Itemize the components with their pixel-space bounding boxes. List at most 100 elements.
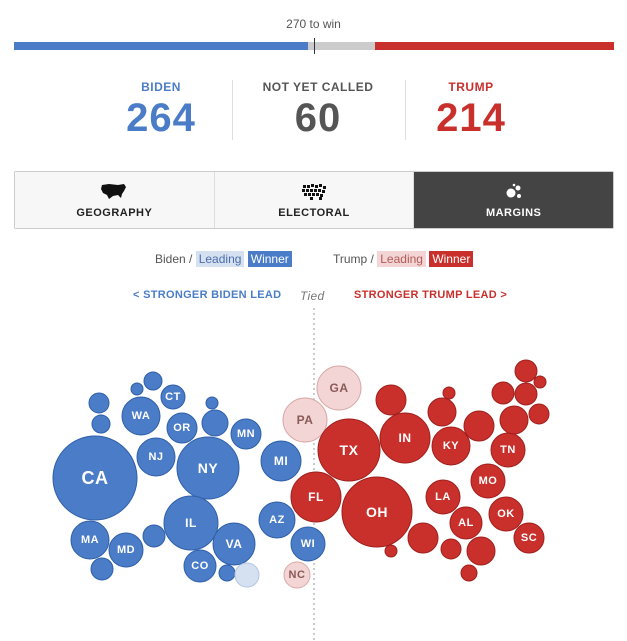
legend-prefix: Trump / xyxy=(333,252,374,266)
state-bubble-nc[interactable] xyxy=(283,561,311,589)
state-bubble-in[interactable] xyxy=(379,412,431,464)
state-bubble-il[interactable] xyxy=(163,495,219,551)
trump-tally: TRUMP 214 xyxy=(381,80,561,141)
state-bubble-ky[interactable] xyxy=(431,426,471,466)
state-bubble-ga[interactable] xyxy=(316,365,362,411)
state-bubble-pa[interactable] xyxy=(282,397,328,443)
state-bubble[interactable] xyxy=(142,524,166,548)
state-bubble-ok[interactable] xyxy=(488,496,524,532)
state-bubble[interactable] xyxy=(463,410,495,442)
state-bubble-label: WI xyxy=(301,538,315,550)
state-bubble-label: OK xyxy=(497,508,515,520)
state-bubble[interactable] xyxy=(514,382,538,406)
state-bubble-az[interactable] xyxy=(258,501,296,539)
state-bubble-mn[interactable] xyxy=(230,418,262,450)
state-bubble[interactable] xyxy=(427,397,457,427)
state-bubble[interactable] xyxy=(90,557,114,581)
state-bubble-label: LA xyxy=(435,491,451,503)
trump-lead-label: STRONGER TRUMP LEAD > xyxy=(354,289,508,301)
state-bubble-va[interactable] xyxy=(212,522,256,566)
state-bubble-oh[interactable] xyxy=(341,476,413,548)
tied-label: Tied xyxy=(300,289,325,303)
state-bubble[interactable] xyxy=(201,409,229,437)
state-bubble-label: MN xyxy=(237,428,255,440)
state-bubble-tx[interactable] xyxy=(317,418,381,482)
state-bubble-la[interactable] xyxy=(425,479,461,515)
biden-progress-fill xyxy=(14,42,309,50)
state-bubble-label: PA xyxy=(297,413,314,427)
state-bubble-label: MO xyxy=(479,475,498,487)
hex-map-icon xyxy=(302,183,326,200)
state-bubble-label: AZ xyxy=(269,514,285,526)
bubbles-icon xyxy=(506,183,521,198)
state-bubble-mi[interactable] xyxy=(260,440,302,482)
tab-margins[interactable]: MARGINS xyxy=(414,172,614,228)
state-bubble[interactable] xyxy=(234,562,260,588)
tab-geography[interactable]: GEOGRAPHY xyxy=(15,172,215,228)
state-bubble-label: VA xyxy=(226,537,243,551)
divider xyxy=(232,80,233,140)
state-bubble[interactable] xyxy=(375,384,407,416)
trump-legend: Trump / Leading Winner xyxy=(333,251,474,267)
state-bubble-mo[interactable] xyxy=(470,463,506,499)
state-bubble[interactable] xyxy=(143,371,163,391)
state-bubble-or[interactable] xyxy=(166,412,198,444)
state-bubble-label: NC xyxy=(289,569,306,581)
electoral-tally: BIDEN 264 NOT YET CALLED 60 TRUMP 214 xyxy=(14,80,614,142)
state-bubble-ct[interactable] xyxy=(160,384,186,410)
uncalled-count: 60 xyxy=(294,96,342,140)
state-bubble-al[interactable] xyxy=(449,506,483,540)
tab-electoral[interactable]: ELECTORAL xyxy=(214,172,415,228)
legend-prefix: Biden / xyxy=(155,252,193,266)
biden-legend: Biden / Leading Winner xyxy=(155,251,292,267)
state-bubble-label: NJ xyxy=(148,451,163,463)
state-bubble-fl[interactable] xyxy=(290,471,342,523)
win-threshold-marker xyxy=(314,38,315,54)
state-bubble-label: GA xyxy=(330,381,349,395)
state-bubble-label: TN xyxy=(500,444,516,456)
trump-leading-chip: Leading xyxy=(377,251,426,267)
state-bubble-label: AL xyxy=(458,517,474,529)
state-bubble[interactable] xyxy=(514,359,538,383)
state-bubble-label: FL xyxy=(308,490,324,504)
biden-lead-label: < STRONGER BIDEN LEAD xyxy=(133,289,282,301)
biden-count: 264 xyxy=(126,96,196,140)
state-bubble[interactable] xyxy=(460,564,478,582)
state-bubble-label: MA xyxy=(81,534,99,546)
to-win-label: 270 to win xyxy=(286,17,341,31)
state-bubble-ma[interactable] xyxy=(70,520,110,560)
state-bubble[interactable] xyxy=(130,382,144,396)
state-bubble[interactable] xyxy=(407,522,439,554)
state-bubble[interactable] xyxy=(528,403,550,425)
state-bubble-label: MI xyxy=(274,454,288,468)
state-bubble-sc[interactable] xyxy=(513,522,545,554)
state-bubble[interactable] xyxy=(384,544,398,558)
state-bubble[interactable] xyxy=(440,538,462,560)
state-bubble-label: TX xyxy=(340,442,359,458)
state-bubble[interactable] xyxy=(466,536,496,566)
state-bubble-ny[interactable] xyxy=(176,436,240,500)
state-bubble-label: CA xyxy=(82,468,109,488)
state-bubble[interactable] xyxy=(491,381,515,405)
state-bubble-nj[interactable] xyxy=(136,437,176,477)
state-bubble-label: IN xyxy=(399,431,412,445)
state-bubble-md[interactable] xyxy=(108,532,144,568)
state-bubble-label: WA xyxy=(132,410,151,422)
state-bubble[interactable] xyxy=(91,414,111,434)
state-bubble-co[interactable] xyxy=(183,549,217,583)
state-bubble[interactable] xyxy=(499,405,529,435)
electoral-progress-bar xyxy=(14,38,614,54)
state-bubble-label: OH xyxy=(366,504,388,520)
uncalled-tally: NOT YET CALLED 60 xyxy=(228,80,408,141)
trump-count: 214 xyxy=(436,96,506,140)
state-bubble-ca[interactable] xyxy=(52,435,138,521)
tab-label: ELECTORAL xyxy=(278,206,350,219)
biden-tally: BIDEN 264 xyxy=(71,80,251,141)
state-bubble-wi[interactable] xyxy=(290,526,326,562)
state-bubble-wa[interactable] xyxy=(121,396,161,436)
state-bubble[interactable] xyxy=(88,392,110,414)
state-bubble[interactable] xyxy=(533,375,547,389)
state-bubble[interactable] xyxy=(218,564,236,582)
state-bubble[interactable] xyxy=(442,386,456,400)
state-bubble[interactable] xyxy=(205,396,219,410)
